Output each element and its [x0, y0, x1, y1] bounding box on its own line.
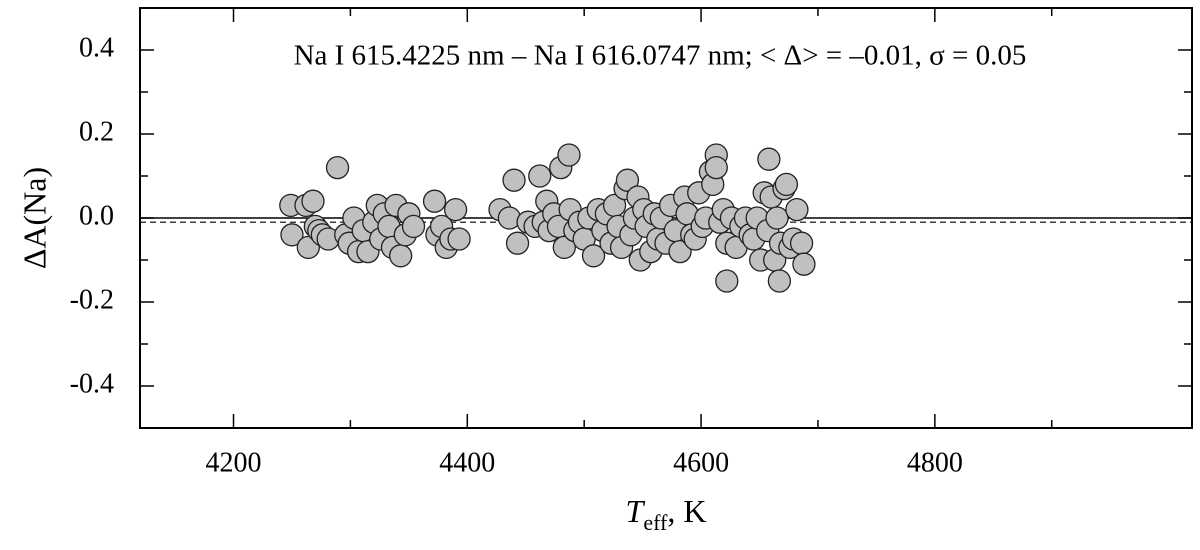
point: [757, 147, 781, 171]
point: [581, 244, 606, 268]
point: [325, 155, 350, 180]
point: [528, 164, 552, 188]
point: [502, 168, 526, 192]
x-label-rest: , K: [667, 493, 706, 529]
x-tick-label: 4400: [439, 447, 495, 478]
point: [422, 189, 447, 213]
point: [389, 244, 413, 268]
point: [447, 227, 471, 251]
point: [615, 168, 640, 192]
y-tick-label: 0.0: [79, 200, 114, 231]
point: [401, 214, 426, 239]
x-label-main: T: [626, 493, 646, 529]
y-tick-label: 0.4: [79, 32, 114, 63]
point: [767, 269, 792, 293]
point: [792, 252, 816, 276]
annotation: Na I 615.4225 nm – Na I 616.0747 nm; < Δ…: [294, 40, 1027, 72]
point: [443, 197, 468, 222]
x-axis-label: Teff, K: [626, 493, 707, 535]
point: [765, 206, 789, 230]
point: [557, 143, 581, 167]
point: [704, 155, 728, 180]
point: [301, 189, 325, 213]
point: [552, 235, 576, 260]
point: [774, 172, 799, 197]
y-tick-label: 0.2: [79, 116, 114, 147]
point: [280, 223, 304, 247]
point: [789, 231, 814, 255]
x-tick-label: 4200: [206, 447, 262, 478]
y-axis-label: ΔA(Na): [16, 167, 52, 269]
point: [505, 231, 530, 255]
x-tick-label: 4600: [673, 447, 729, 478]
plot-frame: [139, 7, 1193, 429]
x-tick-label: 4800: [907, 447, 963, 478]
point: [785, 197, 809, 222]
y-tick-label: -0.2: [70, 284, 114, 315]
y-tick-label: -0.4: [70, 368, 114, 399]
point: [668, 239, 692, 264]
point: [715, 269, 739, 293]
x-label-sub: eff: [643, 510, 668, 535]
